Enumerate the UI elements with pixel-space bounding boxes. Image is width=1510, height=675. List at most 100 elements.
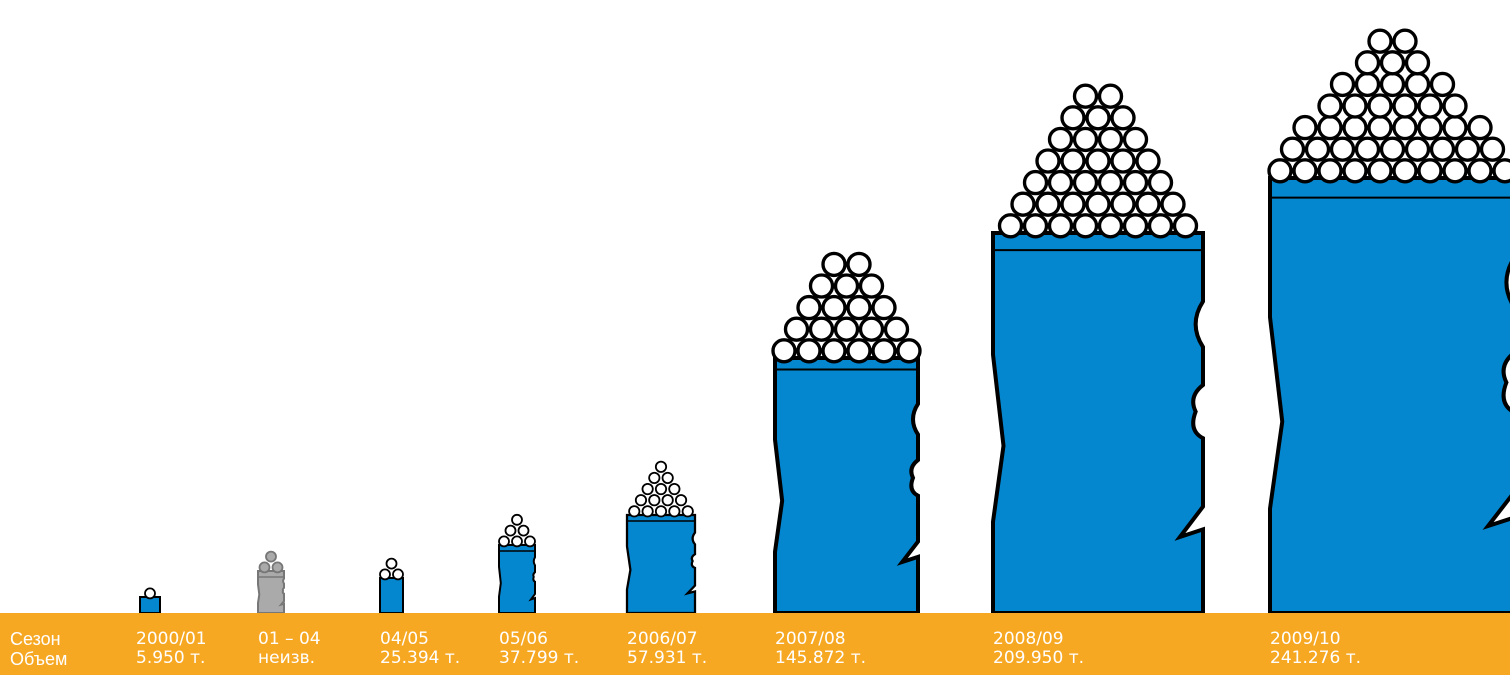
ball-pile xyxy=(1267,28,1510,184)
ball xyxy=(661,471,674,484)
ball xyxy=(379,568,391,581)
season-row-label: Сезон xyxy=(10,629,61,649)
ball xyxy=(1417,114,1443,141)
ball-pile xyxy=(144,587,156,600)
bar-0104 xyxy=(257,550,285,613)
bar-caption: 04/05 25.394 т. xyxy=(380,630,460,668)
ball xyxy=(1279,136,1306,162)
ball xyxy=(997,213,1024,239)
ball xyxy=(1392,93,1418,119)
ball xyxy=(1135,191,1161,217)
ball xyxy=(385,557,398,570)
volume-label: 57.931 т. xyxy=(627,648,708,668)
ball xyxy=(1085,148,1111,174)
bar-0405 xyxy=(379,557,404,613)
ball xyxy=(1135,148,1161,174)
ball xyxy=(1342,158,1368,184)
ball xyxy=(1072,83,1099,109)
season-label: 05/06 xyxy=(499,629,548,649)
ball xyxy=(1354,50,1381,76)
bar-caption: 01 – 04 неизв. xyxy=(258,630,321,668)
ball xyxy=(654,505,668,518)
ball xyxy=(1367,158,1393,184)
bar-200708 xyxy=(771,251,922,613)
ball xyxy=(1010,191,1036,217)
season-label: 04/05 xyxy=(380,629,429,649)
ball xyxy=(1342,93,1368,119)
ball xyxy=(1292,114,1318,141)
bar-0506 xyxy=(498,513,536,613)
ball xyxy=(1429,136,1456,162)
ball xyxy=(681,505,694,518)
ball xyxy=(511,535,523,548)
ball xyxy=(674,494,688,507)
ball xyxy=(833,273,860,299)
ball xyxy=(1354,136,1381,162)
ball xyxy=(1392,158,1418,184)
bar-caption: 2000/01 5.950 т. xyxy=(136,630,207,668)
bar-200607 xyxy=(625,460,697,613)
bag-shape xyxy=(625,513,697,613)
ball xyxy=(1267,158,1293,184)
ball xyxy=(1417,93,1443,119)
bag-shape xyxy=(498,544,536,613)
ball xyxy=(1047,169,1074,196)
volume-label: 241.276 т. xyxy=(1270,648,1362,668)
ball xyxy=(524,535,536,548)
ball xyxy=(846,294,872,321)
ball xyxy=(668,505,681,518)
bag-shape xyxy=(257,570,285,613)
ball xyxy=(504,524,517,537)
ball xyxy=(1317,93,1343,119)
ball xyxy=(1329,136,1356,162)
ball xyxy=(808,273,835,299)
ball xyxy=(634,494,648,507)
bar-caption: 2007/08 145.872 т. xyxy=(775,630,866,668)
bar-caption: 2008/09 209.950 т. xyxy=(993,630,1084,668)
ball xyxy=(821,338,847,364)
ball xyxy=(641,505,654,518)
ball xyxy=(1467,114,1493,141)
ball xyxy=(1367,93,1393,119)
ball xyxy=(1392,114,1418,141)
ball xyxy=(1097,213,1124,239)
ball xyxy=(1404,136,1431,162)
ball xyxy=(668,482,681,496)
ball xyxy=(498,535,510,548)
ball xyxy=(1354,71,1381,98)
volume-label: 209.950 т. xyxy=(993,648,1085,668)
ball xyxy=(1147,169,1174,196)
volume-row-label: Объем xyxy=(10,649,68,669)
bag-shape xyxy=(139,596,161,613)
ball xyxy=(1022,169,1049,196)
ball xyxy=(271,561,284,574)
ball xyxy=(1072,169,1099,196)
ball xyxy=(1492,158,1510,184)
ball-pile xyxy=(997,83,1199,239)
volume-label: 5.950 т. xyxy=(136,648,206,668)
ball xyxy=(258,561,271,574)
bar-caption: 2006/07 57.931 т. xyxy=(627,630,707,668)
ball xyxy=(1122,213,1149,239)
ball xyxy=(648,494,661,507)
ball xyxy=(1367,28,1393,54)
ball-pile xyxy=(771,251,922,364)
ball xyxy=(1160,191,1186,217)
ball xyxy=(1060,105,1086,131)
ball xyxy=(654,482,668,496)
ball xyxy=(1454,136,1481,162)
season-label: 2006/07 xyxy=(627,629,698,649)
ball xyxy=(1035,191,1061,217)
ball xyxy=(1022,213,1049,239)
ball xyxy=(1342,114,1368,141)
ball xyxy=(1442,93,1468,119)
ball xyxy=(1467,158,1493,184)
ball xyxy=(1317,114,1343,141)
legend-band xyxy=(0,613,1510,675)
ball xyxy=(883,316,910,342)
ball xyxy=(1047,213,1074,239)
ball xyxy=(628,505,641,518)
season-label: 2009/10 xyxy=(1270,629,1341,649)
volume-label: 37.799 т. xyxy=(499,648,580,668)
